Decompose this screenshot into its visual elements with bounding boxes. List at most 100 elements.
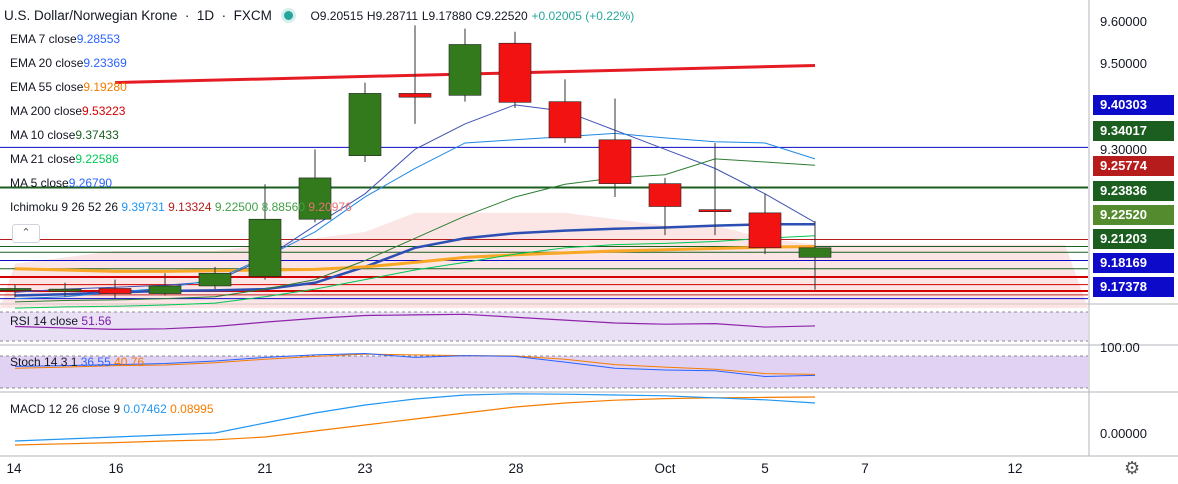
- macd-signal-line: [14, 396, 816, 446]
- candle-body: [148, 285, 182, 294]
- rsi-value: 51.56: [81, 314, 112, 328]
- candle-body: [298, 177, 332, 220]
- stoch-label: Stoch 14 3 1: [10, 355, 78, 369]
- indicator-value: 9.23369: [83, 56, 127, 70]
- date-tick-label: 7: [861, 461, 869, 476]
- macd-legend[interactable]: MACD 12 26 close 9 0.07462 0.08995: [10, 402, 214, 416]
- date-tick-label: 12: [1007, 461, 1023, 476]
- ma21-line: [14, 235, 816, 309]
- price-tag: 9.22520: [1093, 205, 1174, 225]
- candle-body: [598, 139, 632, 184]
- stoch-band: [0, 356, 1088, 388]
- macd-line: [14, 393, 816, 442]
- price-tag: 9.25774: [1093, 156, 1174, 176]
- indicator-label: EMA 7 close: [10, 32, 77, 46]
- candle-body: [698, 209, 732, 212]
- candle-body: [0, 288, 32, 291]
- indicator-label: MA 200 close: [10, 104, 83, 118]
- price-tag: 9.23836: [1093, 181, 1174, 201]
- ema55-line: [14, 245, 816, 273]
- price-tick-1: 9.60000: [1100, 14, 1147, 29]
- stoch-legend[interactable]: Stoch 14 3 1 36.55 40.76: [10, 355, 144, 369]
- rsi-axis-tick: 100.00: [1100, 340, 1140, 355]
- indicator-label: MA 10 close: [10, 128, 76, 142]
- ichimoku-label: Ichimoku 9 26 52 26: [10, 200, 119, 214]
- ma5-line: [14, 132, 816, 300]
- ohlc-high: H9.28711: [366, 9, 419, 23]
- indicator-value: 9.22586: [75, 152, 119, 166]
- candle-body: [548, 101, 582, 139]
- collapse-legend-button[interactable]: ⌃: [12, 224, 40, 243]
- date-tick-label: 16: [108, 461, 124, 476]
- candle-body: [798, 247, 832, 258]
- candle-body: [348, 93, 382, 156]
- rsi-band: [0, 312, 1088, 341]
- macd-value: 0.07462: [123, 402, 167, 416]
- indicator-value: 9.37433: [75, 128, 119, 142]
- indicator-label: MA 21 close: [10, 152, 76, 166]
- price-tick-3: 9.30000: [1100, 142, 1147, 157]
- indicator-legend-item[interactable]: MA 200 close9.53223: [10, 104, 125, 118]
- rsi-label: RSI 14 close: [10, 314, 79, 328]
- candle-body: [398, 93, 432, 98]
- indicator-legend-item[interactable]: MA 21 close9.22586: [10, 152, 119, 166]
- candle-body: [498, 42, 532, 103]
- macd-label: MACD 12 26 close 9: [10, 402, 121, 416]
- ohlc-close: C9.22520: [475, 9, 528, 23]
- ma10-line: [14, 158, 816, 303]
- date-tick-label: 21: [257, 461, 273, 476]
- candle-body: [98, 288, 132, 294]
- candle-body: [198, 272, 232, 287]
- ohlc-open: O9.20515: [310, 9, 364, 23]
- stoch-k-line: [14, 352, 816, 377]
- gear-icon[interactable]: ⚙: [1124, 458, 1141, 478]
- indicator-label: EMA 20 close: [10, 56, 84, 70]
- price-tag: 9.18169: [1093, 253, 1174, 273]
- ema20-line: [14, 223, 815, 297]
- date-tick-label: 23: [357, 461, 373, 476]
- ichimoku-value-5: 9.20976: [308, 200, 352, 214]
- symbol-name: U.S. Dollar/Norwegian Krone: [4, 8, 178, 23]
- indicator-value: 9.53223: [82, 104, 126, 118]
- stoch-d-line: [14, 353, 816, 375]
- date-tick-label: 28: [508, 461, 524, 476]
- indicator-legend-item[interactable]: EMA 20 close9.23369: [10, 56, 127, 70]
- market-status-icon: [283, 11, 293, 20]
- stoch-d-value: 40.76: [114, 355, 145, 369]
- rsi-legend[interactable]: RSI 14 close 51.56: [10, 314, 111, 328]
- candle-body: [48, 288, 82, 292]
- indicator-legend-item[interactable]: MA 5 close9.26790: [10, 176, 112, 190]
- price-tick-2: 9.50000: [1100, 56, 1147, 71]
- exchange: FXCM: [233, 8, 272, 23]
- price-tag: 9.34017: [1093, 121, 1174, 141]
- interval[interactable]: 1D: [196, 8, 215, 23]
- indicator-value: 9.26790: [68, 176, 113, 190]
- price-tag: 9.21203: [1093, 229, 1174, 249]
- candle-body: [248, 218, 282, 277]
- ohlc-change: +0.02005 (+0.22%): [531, 9, 635, 23]
- indicator-label: MA 5 close: [10, 176, 69, 190]
- macd-axis-tick: 0.00000: [1100, 426, 1147, 441]
- indicator-label: EMA 55 close: [10, 80, 84, 94]
- ichimoku-legend[interactable]: Ichimoku 9 26 52 26 9.39731 9.13324 9.22…: [10, 200, 352, 214]
- indicator-legend-item[interactable]: MA 10 close9.37433: [10, 128, 119, 142]
- macd-signal-value: 0.08995: [170, 402, 214, 416]
- candle-body: [648, 183, 682, 207]
- rsi-line: [14, 313, 816, 331]
- price-tag: 9.17378: [1093, 277, 1174, 297]
- date-tick-label: 5: [761, 461, 769, 476]
- date-tick-label: Oct: [654, 461, 676, 476]
- date-tick-label: 14: [6, 461, 22, 476]
- candle-body: [448, 44, 482, 96]
- ichimoku-value-3: 9.22500: [214, 200, 259, 214]
- ichimoku-value-2: 9.13324: [168, 200, 212, 214]
- ichimoku-value-1: 9.39731: [121, 200, 165, 214]
- indicator-value: 9.28553: [76, 32, 121, 46]
- stoch-k-value: 36.55: [80, 355, 111, 369]
- chart-header: U.S. Dollar/Norwegian Krone · 1D · FXCM …: [4, 8, 635, 23]
- indicator-legend-item[interactable]: EMA 55 close9.19280: [10, 80, 127, 94]
- indicator-legend-item[interactable]: EMA 7 close9.28553: [10, 32, 120, 46]
- ema7-line: [14, 104, 816, 293]
